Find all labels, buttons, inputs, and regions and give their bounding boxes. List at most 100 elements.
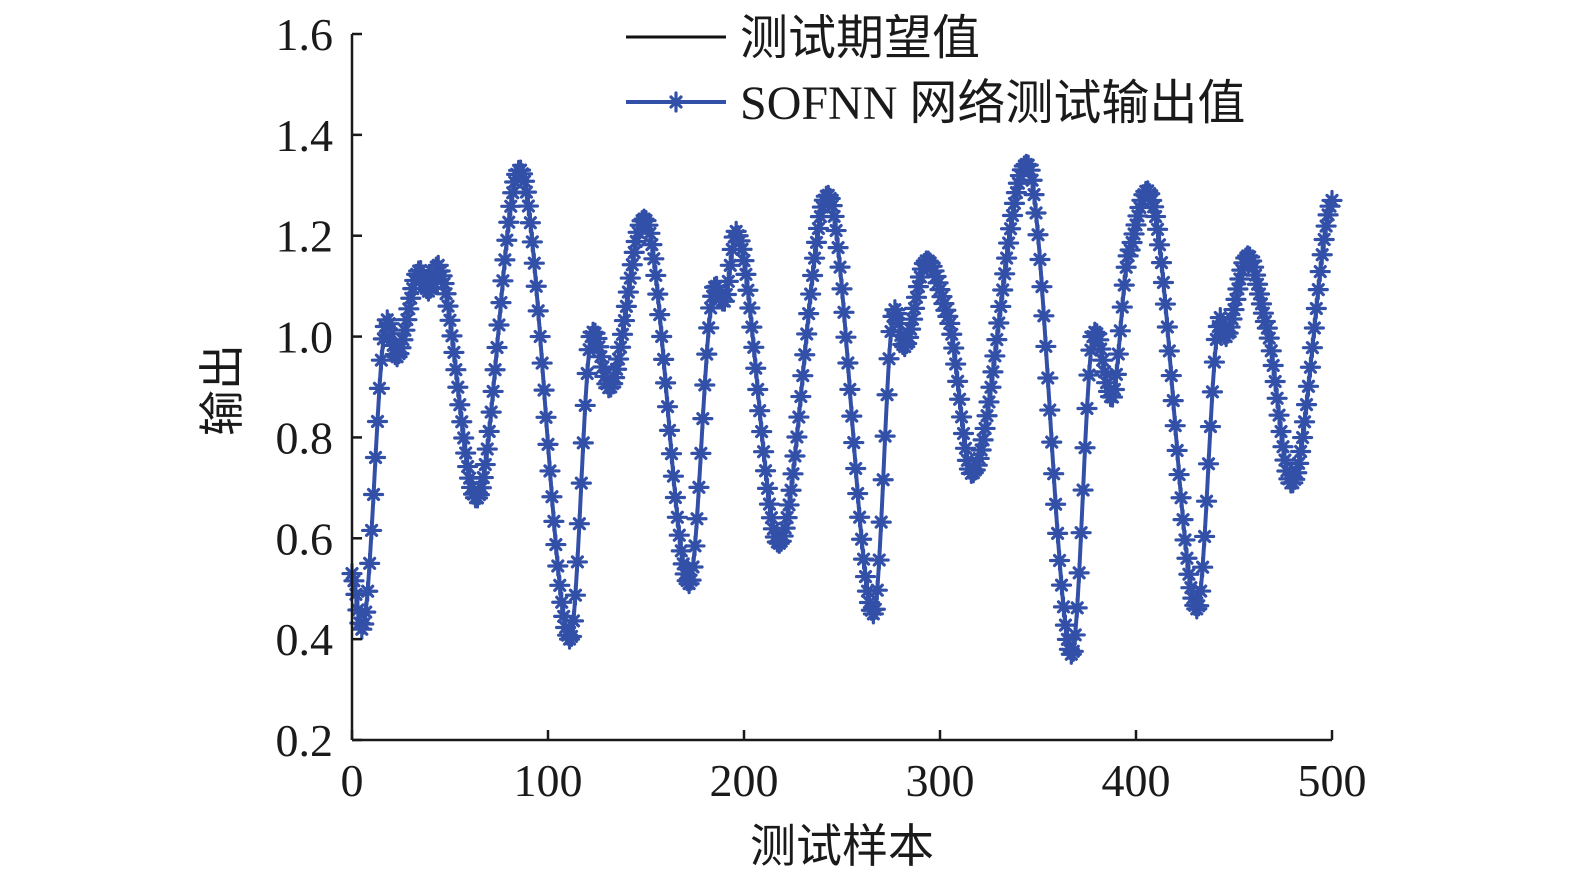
data-point-marker	[756, 477, 779, 499]
data-point-marker	[560, 625, 583, 648]
data-point-marker	[453, 427, 475, 449]
data-point-marker	[443, 341, 465, 364]
data-point-marker	[1046, 522, 1069, 544]
data-point-marker	[523, 252, 545, 274]
data-point-marker	[874, 425, 896, 447]
data-point-marker	[800, 283, 822, 305]
y-tick-label: 1.2	[276, 211, 334, 262]
data-point-marker	[1170, 487, 1192, 509]
data-point-marker	[1297, 375, 1320, 397]
data-point-marker	[370, 349, 392, 371]
data-point-marker	[982, 361, 1004, 383]
data-point-marker	[694, 374, 716, 396]
data-point-marker	[574, 394, 596, 417]
data-point-marker	[484, 359, 506, 381]
y-tick-label: 0.4	[276, 614, 334, 665]
data-point-marker	[1072, 479, 1094, 501]
data-point-marker	[455, 442, 477, 464]
data-point-marker	[1201, 381, 1224, 403]
data-point-marker	[1162, 390, 1184, 412]
data-point-marker	[837, 352, 859, 374]
data-point-marker	[1164, 415, 1186, 437]
data-point-marker	[488, 314, 510, 336]
data-point-marker	[1027, 224, 1049, 246]
data-point-marker	[737, 279, 759, 301]
data-point-marker	[541, 486, 563, 508]
data-point-marker	[343, 570, 365, 592]
data-point-marker	[749, 400, 771, 422]
data-point-marker	[831, 278, 853, 300]
data-point-marker	[735, 263, 757, 285]
data-point-marker	[690, 442, 712, 464]
x-tick-label: 400	[1102, 755, 1171, 806]
data-point-marker	[449, 394, 471, 416]
data-point-marker	[605, 358, 628, 380]
data-point-marker	[990, 295, 1012, 318]
data-point-marker	[515, 181, 538, 203]
data-point-marker	[361, 519, 383, 542]
data-point-marker	[1178, 563, 1200, 585]
data-point-marker	[482, 380, 504, 403]
data-point-marker	[1311, 244, 1333, 266]
data-point-marker	[854, 565, 877, 588]
data-point-marker	[611, 323, 634, 345]
data-point-marker	[525, 275, 547, 297]
data-point-marker	[472, 466, 494, 489]
data-point-marker	[437, 295, 459, 317]
data-point-marker	[353, 613, 375, 635]
data-point-marker	[796, 323, 818, 345]
data-point-marker	[1037, 367, 1059, 389]
data-point-marker	[478, 420, 500, 443]
data-point-marker	[686, 508, 708, 530]
data-point-marker	[1160, 364, 1182, 387]
data-point-marker	[368, 377, 391, 399]
data-point-marker	[790, 385, 812, 408]
data-point-marker	[868, 549, 890, 571]
data-point-marker	[1076, 397, 1098, 420]
data-point-marker	[1188, 595, 1210, 617]
data-point-marker	[474, 453, 496, 476]
data-point-marker	[1313, 228, 1335, 251]
data-point-marker	[878, 348, 900, 370]
data-point-marker	[1295, 394, 1318, 416]
axes	[350, 34, 1332, 742]
series-expected-line	[350, 162, 1334, 658]
data-point-marker	[841, 405, 863, 427]
data-point-marker	[774, 517, 796, 539]
x-tick-label: 200	[710, 755, 779, 806]
data-point-marker	[850, 528, 873, 550]
data-point-marker	[490, 292, 512, 314]
data-point-marker	[1068, 562, 1090, 584]
data-point-marker	[1195, 490, 1218, 512]
data-point-marker	[835, 326, 857, 348]
plot-area	[341, 153, 1343, 665]
data-point-marker	[1111, 296, 1133, 318]
data-point-marker	[786, 426, 808, 448]
data-point-marker	[1039, 399, 1061, 421]
data-point-marker	[943, 337, 965, 359]
legend-star-icon	[665, 91, 687, 113]
data-point-marker	[1193, 525, 1216, 548]
data-point-marker	[617, 281, 639, 303]
data-point-marker	[1174, 529, 1196, 551]
data-point-marker	[752, 441, 775, 463]
data-point-marker	[1066, 597, 1088, 619]
data-point-marker	[1223, 298, 1245, 321]
legend-label-output: SOFNN 网络测试输出值	[740, 77, 1245, 130]
data-point-marker	[576, 362, 598, 385]
data-point-marker	[905, 286, 928, 308]
data-point-marker	[754, 460, 777, 482]
data-point-marker	[570, 472, 592, 494]
data-point-marker	[345, 583, 367, 605]
data-point-marker	[566, 551, 589, 573]
data-point-marker	[739, 297, 761, 319]
data-point-marker	[1154, 293, 1177, 315]
data-point-marker	[745, 357, 767, 379]
x-tick-label: 0	[341, 755, 364, 806]
data-point-marker	[1172, 509, 1194, 531]
data-point-marker	[992, 279, 1014, 301]
x-axis-label: 测试样本	[750, 821, 934, 872]
data-point-marker	[649, 304, 671, 326]
data-point-marker	[1158, 340, 1180, 362]
